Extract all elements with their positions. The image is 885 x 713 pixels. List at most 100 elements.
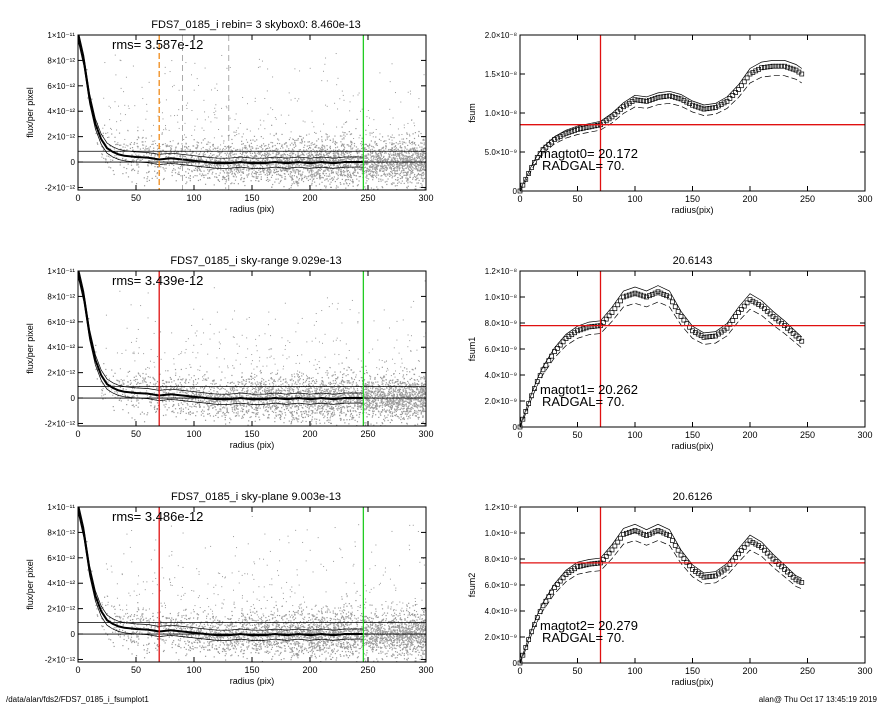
pixel-point — [293, 401, 294, 402]
pixel-point — [124, 393, 125, 394]
pixel-point — [140, 305, 141, 306]
pixel-point — [162, 150, 163, 151]
pixel-point — [336, 173, 337, 174]
pixel-point — [299, 136, 300, 137]
pixel-point — [406, 152, 407, 153]
pixel-point — [344, 149, 345, 150]
pixel-point — [331, 187, 332, 188]
pixel-point — [340, 141, 341, 142]
pixel-point — [305, 417, 306, 418]
pixel-point — [276, 133, 277, 134]
pixel-point — [134, 360, 135, 361]
pixel-point — [160, 331, 161, 332]
pixel-point — [250, 155, 251, 156]
pixel-point — [234, 154, 235, 155]
pixel-point — [404, 394, 405, 395]
pixel-point — [230, 152, 231, 153]
pixel-point — [131, 165, 132, 166]
pixel-point — [415, 149, 416, 150]
pixel-point — [179, 90, 180, 91]
pixel-point — [315, 164, 316, 165]
pixel-point — [137, 396, 138, 397]
pixel-point — [424, 178, 425, 179]
pixel-point — [290, 155, 291, 156]
pixel-point — [225, 146, 226, 147]
pixel-point — [272, 76, 273, 77]
pixel-point — [306, 154, 307, 155]
pixel-point — [302, 318, 303, 319]
pixel-point — [164, 352, 165, 353]
pixel-point — [291, 160, 292, 161]
pixel-point — [165, 73, 166, 74]
pixel-point — [222, 179, 223, 180]
pixel-point — [190, 178, 191, 179]
pixel-point — [408, 169, 409, 170]
pixel-point — [299, 178, 300, 179]
pixel-point — [129, 108, 130, 109]
pixel-point — [220, 159, 221, 160]
pixel-point — [246, 156, 247, 157]
pixel-point — [160, 155, 161, 156]
pixel-point — [160, 166, 161, 167]
pixel-point — [334, 103, 335, 104]
pixel-point — [138, 329, 139, 330]
pixel-point — [117, 352, 118, 353]
pixel-point — [407, 174, 408, 175]
pixel-point — [369, 118, 370, 119]
pixel-point — [364, 186, 365, 187]
pixel-point — [268, 172, 269, 173]
pixel-point — [240, 364, 241, 365]
pixel-point — [289, 356, 290, 357]
pixel-point — [264, 333, 265, 334]
pixel-point — [226, 181, 227, 182]
pixel-point — [283, 159, 284, 160]
pixel-point — [176, 180, 177, 181]
pixel-point — [271, 395, 272, 396]
pixel-point — [310, 159, 311, 160]
pixel-point — [212, 383, 213, 384]
pixel-point — [300, 175, 301, 176]
pixel-point — [399, 174, 400, 175]
pixel-point — [420, 174, 421, 175]
pixel-point — [417, 170, 418, 171]
pixel-point — [310, 156, 311, 157]
pixel-point — [204, 154, 205, 155]
pixel-point — [407, 163, 408, 164]
pixel-point — [240, 123, 241, 124]
pixel-point — [406, 416, 407, 417]
pixel-point — [280, 376, 281, 377]
pixel-point — [377, 158, 378, 159]
pixel-point — [242, 97, 243, 98]
pixel-point — [326, 145, 327, 146]
pixel-point — [345, 175, 346, 176]
pixel-point — [381, 168, 382, 169]
pixel-point — [354, 401, 355, 402]
pixel-point — [258, 154, 259, 155]
pixel-point — [217, 164, 218, 165]
pixel-point — [263, 384, 264, 385]
pixel-point — [128, 106, 129, 107]
pixel-point — [267, 169, 268, 170]
pixel-point — [191, 170, 192, 171]
pixel-point — [287, 154, 288, 155]
pixel-point — [406, 187, 407, 188]
pixel-point — [276, 119, 277, 120]
pixel-point — [216, 177, 217, 178]
pixel-point — [386, 371, 387, 372]
pixel-point — [418, 156, 419, 157]
pixel-point — [343, 146, 344, 147]
x-tick-label: 100 — [186, 193, 201, 203]
pixel-point — [280, 419, 281, 420]
pixel-point — [254, 166, 255, 167]
pixel-point — [394, 347, 395, 348]
pixel-point — [391, 137, 392, 138]
pixel-point — [102, 398, 103, 399]
pixel-point — [170, 141, 171, 142]
pixel-point — [196, 330, 197, 331]
pixel-point — [354, 391, 355, 392]
pixel-point — [320, 170, 321, 171]
pixel-point — [196, 152, 197, 153]
pixel-point — [259, 357, 260, 358]
pixel-point — [247, 103, 248, 104]
